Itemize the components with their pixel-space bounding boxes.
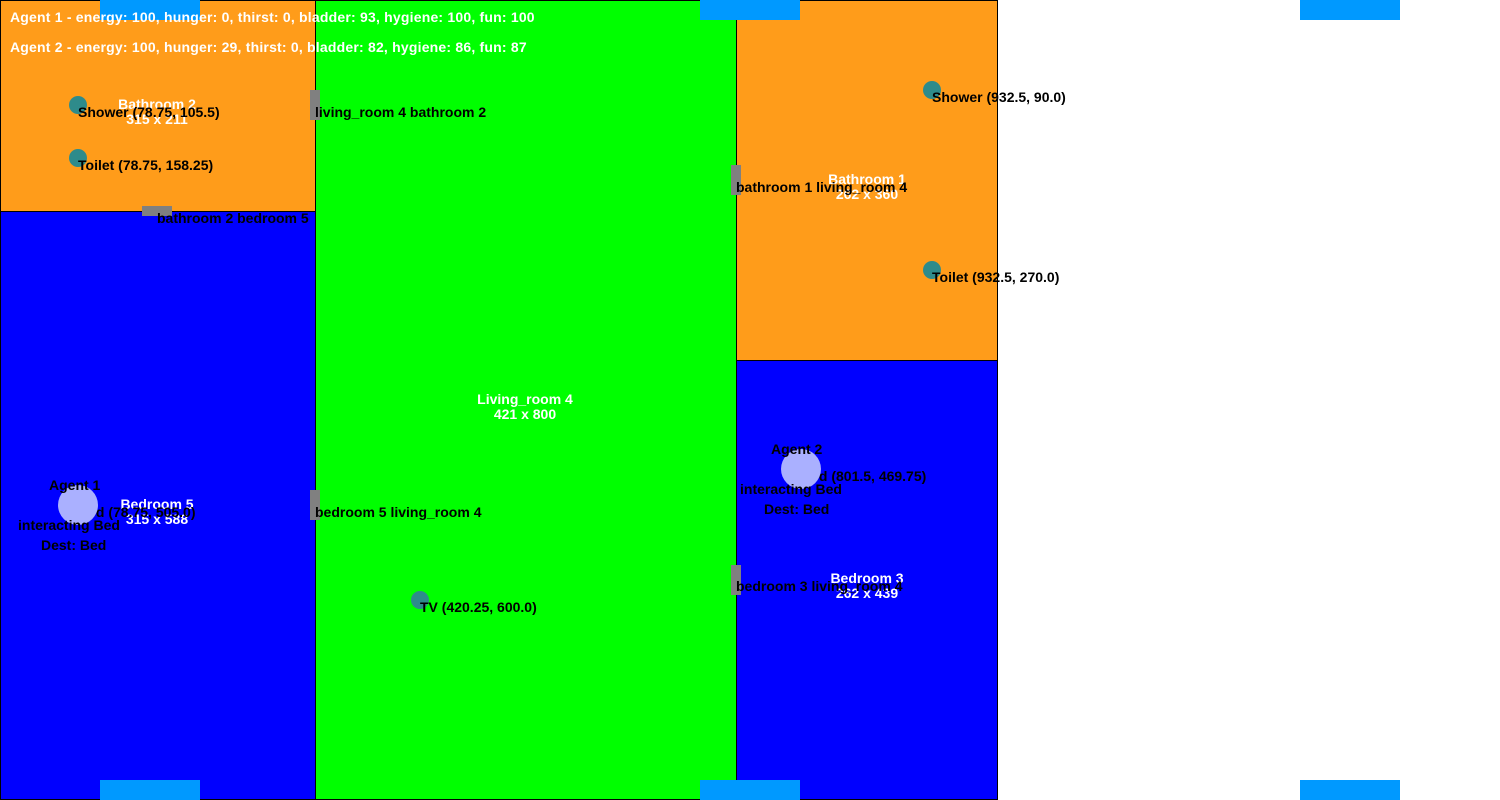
window-bottom-2 — [700, 780, 800, 800]
room-name: Bathroom 1 — [828, 171, 906, 187]
door-label: bedroom 5 living_room 4 — [315, 504, 482, 520]
room-name: Bedroom 3 — [830, 570, 904, 586]
agent-1-stats: Agent 1 - energy: 100, hunger: 0, thirst… — [10, 9, 535, 25]
door-label: living_room 4 bathroom 2 — [315, 104, 487, 120]
window-top-3 — [1300, 0, 1400, 20]
room-size: 421 x 800 — [493, 406, 557, 422]
door-bedroom-3-living-room-4 — [731, 565, 741, 595]
room-name: Bedroom 5 — [120, 496, 194, 512]
room-bedroom-5 — [0, 211, 316, 800]
room-size: 315 x 211 — [126, 111, 188, 127]
toilet-label: Toilet (932.5, 270.0) — [932, 269, 1060, 285]
window-bottom-3 — [1300, 780, 1400, 800]
door-label: bathroom 1 living_room 4 — [736, 179, 908, 195]
room-name: Bathroom 2 — [118, 96, 196, 112]
bed-label: Bed (801.5, 469.75) — [801, 468, 927, 484]
room-size: 262 x 360 — [835, 186, 899, 202]
door-living-room-4-bathroom-2 — [310, 90, 320, 120]
shower-icon — [923, 81, 941, 99]
door-bathroom-1-living-room-4 — [731, 165, 741, 195]
agent-1-destination: Dest: Bed — [41, 537, 107, 553]
toilet-label: Toilet (78.75, 158.25) — [78, 157, 214, 173]
window-top-1 — [100, 0, 200, 20]
room-label-bedroom-5: Bedroom 5 315 x 588 — [120, 497, 193, 527]
toilet-icon — [923, 261, 941, 279]
shower-icon — [69, 96, 87, 114]
toilet-icon — [69, 149, 87, 167]
door-label: bedroom 3 living_room 4 — [736, 578, 903, 594]
room-label-bedroom-3: Bedroom 3 262 x 439 — [830, 571, 903, 601]
room-label-living-room-4: Living_room 4 421 x 800 — [477, 392, 573, 422]
agent-1-name: Agent 1 — [49, 477, 101, 493]
window-bottom-1 — [100, 780, 200, 800]
room-name: Living_room 4 — [477, 391, 573, 407]
room-bathroom-1 — [736, 0, 998, 361]
agent-2-name: Agent 2 — [771, 441, 823, 457]
agent-1-avatar[interactable] — [58, 485, 98, 525]
agent-2-avatar[interactable] — [781, 449, 821, 489]
tv-icon — [411, 591, 429, 609]
shower-label: Shower (932.5, 90.0) — [932, 89, 1066, 105]
door-label: bathroom 2 bedroom 5 — [157, 210, 309, 226]
agent-2-status: interacting Bed — [740, 481, 842, 497]
door-bathroom-2-bedroom-5 — [142, 206, 172, 216]
room-size: 315 x 588 — [125, 511, 189, 527]
agent-1-status: interacting Bed — [18, 517, 120, 533]
agent-2-destination: Dest: Bed — [764, 501, 830, 517]
room-bedroom-3 — [736, 360, 998, 800]
room-label-bathroom-2: Bathroom 2 315 x 211 — [118, 97, 196, 127]
door-bedroom-5-living-room-4 — [310, 490, 320, 520]
window-top-2 — [700, 0, 800, 20]
shower-label: Shower (78.75, 105.5) — [78, 104, 220, 120]
room-size: 262 x 439 — [835, 585, 899, 601]
room-label-bathroom-1: Bathroom 1 262 x 360 — [828, 172, 906, 202]
bed-label: Bed (78.75, 505.0) — [78, 504, 196, 520]
agent-2-stats: Agent 2 - energy: 100, hunger: 29, thirs… — [10, 39, 527, 55]
tv-label: TV (420.25, 600.0) — [420, 599, 537, 615]
room-bathroom-2 — [0, 0, 316, 212]
